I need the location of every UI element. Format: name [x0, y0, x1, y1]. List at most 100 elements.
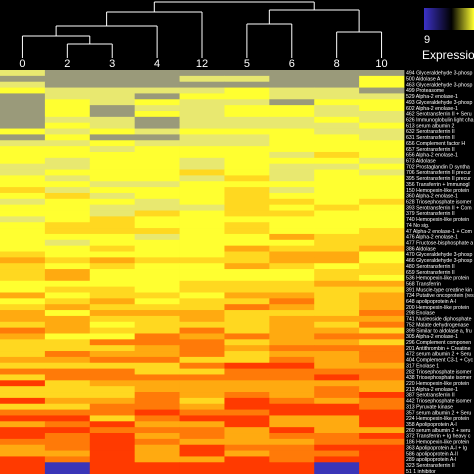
heatmap-cell [179, 397, 225, 405]
heatmap-cell [89, 462, 136, 469]
heatmap-cell [314, 315, 360, 323]
heatmap-cell [179, 333, 225, 340]
heatmap-cell [224, 140, 270, 147]
color-scale-title: Expressio [422, 48, 474, 62]
heatmap-cell [314, 286, 360, 293]
heatmap-cell [269, 315, 315, 323]
heatmap-cell [224, 105, 270, 112]
heatmap-cell [269, 427, 315, 434]
heatmap-cell [134, 433, 180, 440]
heatmap-cell [44, 280, 91, 288]
heatmap-cell [134, 310, 180, 317]
heatmap-cell [89, 163, 136, 170]
heatmap-cell [44, 263, 91, 270]
heatmap-cell [89, 239, 136, 247]
heatmap-cell [134, 163, 180, 170]
heatmap-cell [314, 204, 360, 211]
heatmap-cell [89, 198, 136, 206]
heatmap-cell [224, 257, 270, 264]
heatmap-cell [134, 175, 180, 182]
heatmap-cell [314, 298, 360, 305]
heatmap-cell [134, 263, 180, 270]
heatmap-cell [224, 204, 270, 211]
heatmap-cell [134, 315, 180, 323]
heatmap-cell [0, 140, 46, 147]
heatmap-cell [179, 222, 225, 229]
heatmap-cell [359, 280, 405, 288]
heatmap-cell [314, 116, 360, 124]
heatmap-cell [269, 204, 315, 211]
heatmap-cell [134, 304, 180, 311]
heatmap-cell [179, 269, 225, 276]
heatmap-cell [179, 251, 225, 258]
heatmap-cell [44, 239, 91, 247]
row-label: 150 Hemopexin-like protein [406, 188, 469, 194]
heatmap-cell [314, 345, 360, 352]
heatmap-cell [0, 351, 46, 358]
heatmap-cell [134, 140, 180, 147]
heatmap-cell [314, 380, 360, 387]
heatmap-cell [179, 146, 225, 153]
heatmap-cell [269, 81, 315, 88]
heatmap-cell [224, 274, 270, 282]
heatmap-cell [44, 140, 91, 147]
heatmap-cell [89, 251, 136, 258]
heatmap-cell [0, 386, 46, 393]
heatmap-cell [134, 380, 180, 387]
heatmap-cell [314, 239, 360, 247]
heatmap-cell [134, 462, 180, 469]
heatmap-cell [134, 134, 180, 141]
row-label: 648 apolipoprotein A-I [406, 299, 456, 305]
heatmap-cell [179, 468, 225, 474]
heatmap-cell [44, 187, 91, 194]
heatmap-cell [224, 450, 270, 457]
heatmap-cell [224, 99, 270, 106]
heatmap-cell [89, 356, 136, 364]
heatmap-cell [89, 187, 136, 194]
heatmap-cell [269, 298, 315, 305]
heatmap-cell [269, 222, 315, 229]
heatmap-cell [224, 122, 270, 129]
heatmap-cell [314, 368, 360, 375]
heatmap-cell [134, 450, 180, 457]
heatmap-cell [359, 310, 405, 317]
heatmap-cell [134, 292, 180, 299]
heatmap-cell [89, 175, 136, 182]
heatmap-cell [359, 239, 405, 247]
heatmap-cell [0, 269, 46, 276]
heatmap-cell [44, 368, 91, 375]
row-label: 356 Transferrin + Immunogl [406, 182, 470, 188]
heatmap-cell [269, 356, 315, 364]
heatmap-cell [269, 450, 315, 457]
column-label: 4 [154, 58, 160, 70]
heatmap-cell [44, 269, 91, 276]
heatmap-cell [269, 397, 315, 405]
heatmap-cell [179, 110, 225, 118]
column-labels: 0 2 3 4 12 5 6 8 10 [19, 58, 387, 70]
heatmap-cell [359, 304, 405, 311]
heatmap-cell [224, 392, 270, 399]
heatmap-cell [179, 239, 225, 247]
heatmap-cell [224, 245, 270, 252]
heatmap-cell [224, 456, 270, 463]
heatmap-cell [179, 70, 225, 77]
heatmap-cell [224, 151, 270, 159]
heatmap-cell [0, 146, 46, 153]
heatmap-cell [44, 327, 91, 334]
heatmap-cell [134, 456, 180, 463]
heatmap-cell [0, 304, 46, 311]
heatmap-cell [134, 409, 180, 416]
column-label: 5 [244, 58, 250, 70]
heatmap-cell [44, 321, 91, 329]
heatmap-cell [224, 163, 270, 170]
heatmap-cell [269, 462, 315, 469]
heatmap-cell [179, 169, 225, 176]
heatmap-cell [0, 70, 46, 77]
heatmap-cell [44, 415, 91, 422]
heatmap-cell [359, 110, 405, 118]
heatmap-cell [89, 380, 136, 387]
heatmap-cell [89, 233, 136, 241]
heatmap-cell [44, 315, 91, 323]
heatmap-cell [359, 146, 405, 153]
heatmap-cell [44, 274, 91, 282]
